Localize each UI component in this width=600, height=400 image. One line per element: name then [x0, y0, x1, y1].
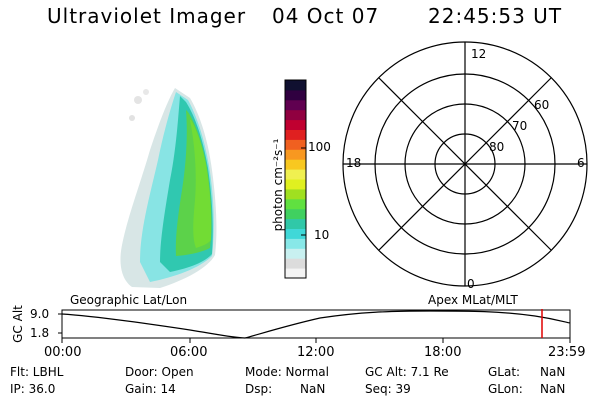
- colorbar-segment: [285, 159, 306, 170]
- colorbar-frame: [284, 79, 307, 279]
- colorbar-segment: [285, 80, 306, 91]
- colorbar-tick-100: 100: [308, 140, 331, 154]
- colorbar: [284, 79, 307, 279]
- colorbar-segment: [285, 268, 306, 279]
- colorbar-segment: [285, 119, 306, 130]
- colorbar-unit-label: photon cm⁻²s⁻¹: [271, 138, 285, 232]
- colorbar-segment: [285, 89, 306, 101]
- colorbar-segment: [285, 238, 306, 249]
- glon-label: GLon:: [488, 382, 523, 396]
- colorbar-segment: [285, 208, 306, 220]
- timeline-xtick-0600: 06:00: [170, 345, 208, 360]
- mlt-label-18: 18: [346, 156, 362, 170]
- colorbar-segment: [285, 258, 306, 269]
- auroral-image: [120, 88, 217, 288]
- dsp-label: Dsp:: [245, 382, 273, 396]
- dsp-value: NaN: [300, 382, 326, 396]
- colorbar-segment: [285, 149, 306, 160]
- timeline-ytick-1-8: 1.8: [30, 326, 50, 340]
- colorbar-segment: [285, 99, 306, 111]
- mlt-label-12: 12: [471, 47, 487, 61]
- ip-value: IP: 36.0: [10, 382, 56, 396]
- observation-date: 04 Oct 07: [272, 4, 380, 28]
- observation-time: 22:45:53 UT: [428, 4, 563, 28]
- timeline-left-title: Geographic Lat/Lon: [70, 293, 188, 307]
- colorbar-segment: [285, 109, 306, 121]
- lat-label-70: 70: [512, 119, 528, 133]
- timeline-xtick-0000: 00:00: [44, 345, 82, 360]
- door-status: Door: Open: [125, 365, 194, 379]
- polar-grid: [342, 41, 588, 287]
- colorbar-segment: [285, 139, 306, 150]
- colorbar-segment: [285, 198, 306, 210]
- colorbar-segment: [285, 228, 306, 239]
- timeline-xtick-1200: 12:00: [297, 345, 335, 360]
- colorbar-segment: [285, 169, 306, 180]
- glat-value: NaN: [540, 365, 566, 379]
- timeline-xtick-2359: 23:59: [548, 345, 586, 360]
- timeline-ylabel: GC Alt: [11, 305, 25, 343]
- instrument-title: Ultraviolet Imager: [47, 4, 247, 28]
- colorbar-segment: [285, 248, 306, 259]
- timeline-right-title: Apex MLat/MLT: [428, 293, 518, 307]
- lat-label-80: 80: [489, 140, 505, 154]
- colorbar-segment: [285, 188, 306, 200]
- gain-value: Gain: 14: [125, 382, 176, 396]
- filter-value: Flt: LBHL: [10, 365, 64, 379]
- colorbar-tick-10: 10: [314, 228, 330, 242]
- timeline-ytick-9: 9.0: [30, 307, 50, 321]
- glat-label: GLat:: [488, 365, 521, 379]
- colorbar-segment: [285, 179, 306, 190]
- timeline-plot: [58, 309, 571, 343]
- mlt-label-6: 6: [577, 156, 585, 170]
- timeline-xtick-1800: 18:00: [424, 345, 462, 360]
- gc-alt-value: GC Alt: 7.1 Re: [365, 365, 449, 379]
- colorbar-segment: [285, 218, 306, 229]
- glon-value: NaN: [540, 382, 566, 396]
- sequence-value: Seq: 39: [365, 382, 411, 396]
- mode-value: Mode: Normal: [245, 365, 329, 379]
- lat-label-60: 60: [534, 98, 550, 112]
- colorbar-segment: [285, 129, 306, 140]
- mlt-label-0: 0: [467, 277, 475, 291]
